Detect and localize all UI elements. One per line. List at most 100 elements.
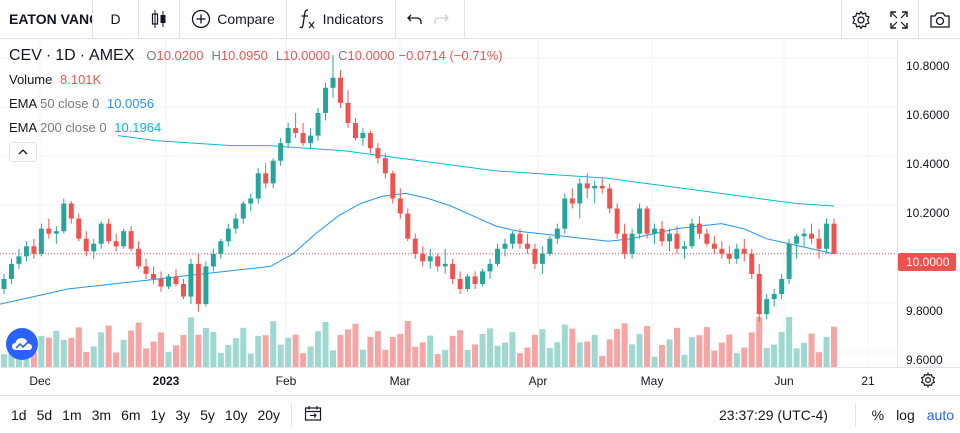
redo-button[interactable]: [428, 0, 454, 39]
range-5d-button[interactable]: 5d: [36, 406, 53, 423]
goto-date-button[interactable]: [298, 405, 328, 425]
ema200-legend[interactable]: EMA 200 close 0 10.1964: [9, 120, 161, 135]
volume-legend[interactable]: Volume 8.101K: [9, 72, 101, 87]
volume-bar: [696, 335, 703, 367]
percent-scale-toggle[interactable]: %: [871, 407, 885, 423]
volume-bar: [412, 346, 419, 367]
candle-body: [330, 77, 336, 88]
range-3y-button[interactable]: 3y: [175, 406, 191, 423]
compare-label: Compare: [217, 11, 275, 27]
toolbar-divider: [286, 0, 287, 39]
candle-body: [442, 263, 448, 267]
range-1y-button[interactable]: 1y: [150, 406, 166, 423]
candle-body: [509, 233, 515, 244]
candle-body: [367, 133, 373, 149]
volume-bar: [793, 348, 800, 367]
gear-icon: [920, 372, 936, 388]
time-tick: May: [640, 374, 664, 388]
candle-body: [53, 231, 59, 234]
volume-bar: [38, 336, 45, 367]
price-chart[interactable]: [0, 40, 897, 367]
time-scale[interactable]: Dec 2023 Feb Mar Apr May Jun 21: [0, 367, 960, 395]
ema50-params: 50 close 0: [40, 96, 100, 111]
legend-collapse-button[interactable]: [9, 142, 37, 162]
volume-bar: [53, 330, 60, 367]
undo-button[interactable]: [402, 0, 428, 39]
candle-body: [405, 213, 411, 239]
volume-bar: [427, 335, 434, 367]
volume-bar: [330, 350, 337, 367]
candle-body: [352, 123, 358, 139]
candle-body: [106, 223, 112, 242]
volume-bar: [591, 334, 598, 367]
range-1m-button[interactable]: 1m: [62, 406, 82, 423]
change-value: −0.0714 (−0.71%): [398, 48, 503, 63]
volume-label: Volume: [9, 72, 53, 87]
chart-style-button[interactable]: [139, 0, 179, 39]
indicators-button[interactable]: Indicators: [287, 0, 395, 39]
candle-body: [158, 278, 164, 287]
toolbar-divider: [92, 0, 93, 39]
candle-body: [345, 102, 351, 124]
volume-bar: [128, 330, 135, 367]
legend-symbol[interactable]: CEV: [9, 47, 42, 64]
interval-button[interactable]: D: [110, 11, 121, 27]
tradingview-logo[interactable]: [6, 328, 38, 360]
toolbar-divider: [464, 0, 465, 39]
volume-bar: [756, 317, 763, 367]
time-tick: 21: [861, 374, 875, 388]
auto-scale-toggle[interactable]: auto: [926, 407, 954, 423]
ema200-line: [117, 135, 835, 207]
volume-bar: [60, 339, 67, 367]
candle-body: [465, 276, 471, 290]
volume-bar: [666, 339, 673, 367]
fullscreen-button[interactable]: [880, 0, 918, 39]
compare-button[interactable]: Compare: [180, 0, 286, 39]
symbol-search-button[interactable]: EATON VANCE: [9, 10, 92, 27]
log-scale-toggle[interactable]: log: [896, 407, 915, 423]
candle-body: [233, 218, 239, 229]
legend-exchange: AMEX: [89, 47, 135, 64]
range-10y-button[interactable]: 10y: [224, 406, 248, 423]
candle-body: [779, 278, 785, 295]
candle-body: [607, 188, 613, 209]
volume-bar: [688, 337, 695, 367]
ema50-legend[interactable]: EMA 50 close 0 10.0056: [9, 96, 154, 111]
range-3m-button[interactable]: 3m: [91, 406, 112, 423]
candle-body: [659, 228, 665, 242]
volume-bar: [733, 353, 740, 367]
high-value: 10.0950: [220, 48, 268, 63]
range-5y-button[interactable]: 5y: [200, 406, 215, 423]
open-value: 10.0200: [156, 48, 204, 63]
volume-bar: [487, 328, 494, 367]
volume-bar: [786, 317, 793, 367]
candle-body: [248, 198, 254, 204]
volume-bar: [210, 332, 217, 367]
candle-body: [240, 203, 246, 219]
snapshot-button[interactable]: [919, 0, 960, 39]
volume-bar: [457, 330, 464, 367]
candle-body: [210, 253, 216, 267]
candle-body: [390, 173, 396, 199]
candle-body: [203, 266, 209, 305]
candle-body: [91, 243, 97, 252]
candle-body: [375, 148, 381, 159]
volume-bar: [285, 337, 292, 367]
bottom-divider: [291, 402, 293, 427]
volume-bar: [30, 352, 37, 367]
candle-body: [8, 263, 14, 279]
range-1d-button[interactable]: 1d: [11, 406, 27, 423]
volume-bar: [561, 324, 568, 367]
settings-button[interactable]: [842, 0, 880, 39]
range-20y-button[interactable]: 20y: [257, 406, 281, 423]
chart-pane[interactable]: [0, 40, 897, 367]
price-scale[interactable]: 10.8000 10.6000 10.4000 10.2000 9.8000 9…: [897, 40, 960, 367]
price-tick: 10.4000: [906, 157, 950, 171]
candle-body: [360, 133, 366, 139]
clock-display[interactable]: 23:37:29 (UTC-4): [719, 407, 828, 423]
time-scale-settings-button[interactable]: [920, 372, 936, 393]
candle-body: [308, 135, 314, 144]
range-6m-button[interactable]: 6m: [121, 406, 141, 423]
volume-bar: [255, 336, 262, 367]
candle-body: [644, 208, 650, 234]
